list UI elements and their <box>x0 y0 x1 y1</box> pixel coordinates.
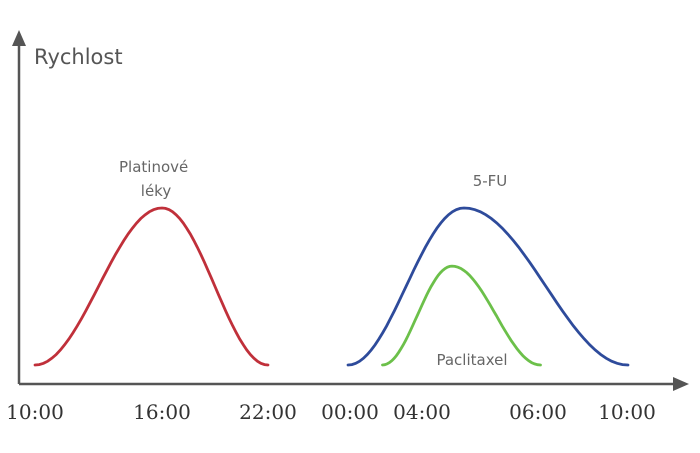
series-label-platinove-leky: Platinové léky <box>119 158 193 200</box>
x-tick-label: 16:00 <box>133 400 191 424</box>
series-label-paclitaxel: Paclitaxel <box>436 351 507 369</box>
x-tick-label: 10:00 <box>6 400 64 424</box>
x-axis-arrow <box>673 377 689 391</box>
x-tick-label: 22:00 <box>239 400 297 424</box>
series-curve-5-fu <box>346 206 630 367</box>
series-curve-paclitaxel <box>381 264 542 367</box>
y-axis-arrow <box>12 30 26 46</box>
x-tick-label: 00:00 <box>321 400 379 424</box>
x-tick-label: 06:00 <box>509 400 567 424</box>
x-tick-label: 04:00 <box>393 400 451 424</box>
series-curve-platinove-leky <box>33 206 270 367</box>
x-tick-label: 10:00 <box>598 400 656 424</box>
series-label-5-fu: 5-FU <box>473 172 508 190</box>
y-axis-label: Rychlost <box>34 45 123 69</box>
